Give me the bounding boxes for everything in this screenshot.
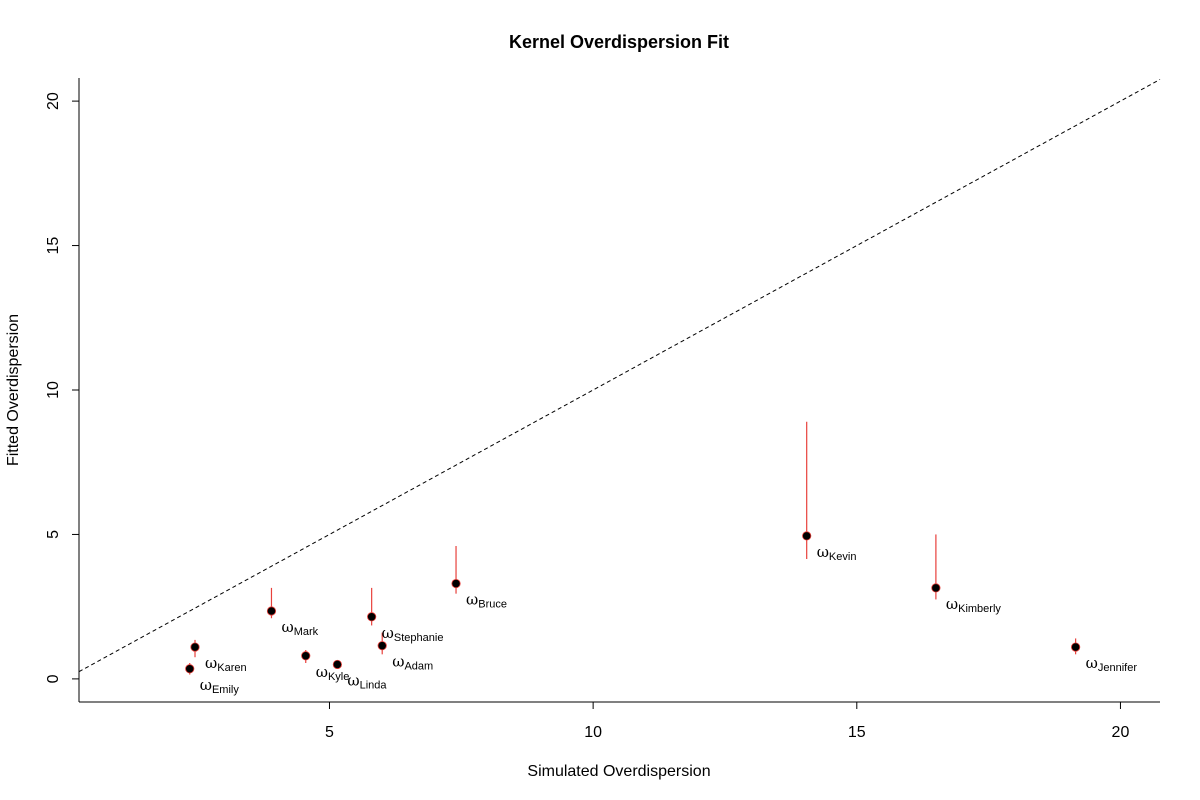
y-tick-label: 10 <box>45 381 62 399</box>
chart-title: Kernel Overdispersion Fit <box>509 32 729 52</box>
x-tick-label: 20 <box>1112 724 1130 741</box>
data-points <box>185 531 1081 674</box>
point-label: ωKaren <box>205 654 247 674</box>
data-point <box>266 606 277 616</box>
y-axis-label: Fitted Overdispersion <box>5 314 22 466</box>
data-point <box>190 642 200 652</box>
point-label: ωAdam <box>392 653 433 673</box>
y-tick-label: 5 <box>45 530 62 539</box>
data-point <box>802 531 812 541</box>
point-label: ωKimberly <box>946 595 1002 615</box>
point-label: ωLinda <box>347 671 387 691</box>
point-label: ωStephanie <box>382 624 444 644</box>
x-axis-label: Simulated Overdispersion <box>527 763 710 780</box>
y-tick-label: 15 <box>45 237 62 255</box>
data-point <box>367 612 377 622</box>
point-label: ωKyle <box>316 663 350 683</box>
data-point <box>451 578 461 589</box>
point-label: ωJennifer <box>1086 654 1138 674</box>
data-point <box>185 664 195 674</box>
x-tick-label: 5 <box>325 724 334 741</box>
data-point <box>931 583 941 593</box>
identity-line <box>78 79 1161 673</box>
point-label: ωKevin <box>817 543 857 563</box>
interval-bars <box>189 421 1077 675</box>
y-tick-label: 20 <box>45 92 62 110</box>
point-label: ωEmily <box>200 676 240 696</box>
y-tick-label: 0 <box>45 674 62 683</box>
x-tick-label: 10 <box>584 724 602 741</box>
point-label: ωMark <box>281 618 318 638</box>
x-tick-label: 15 <box>848 724 866 741</box>
identity-reference-line <box>78 79 1161 673</box>
data-point <box>301 651 311 661</box>
point-label: ωBruce <box>466 591 507 611</box>
axis-ticks: 5 10 15 20 0 5 10 15 20 <box>45 92 1129 741</box>
data-point <box>377 641 387 651</box>
data-point <box>332 659 342 670</box>
data-point <box>1071 642 1081 652</box>
